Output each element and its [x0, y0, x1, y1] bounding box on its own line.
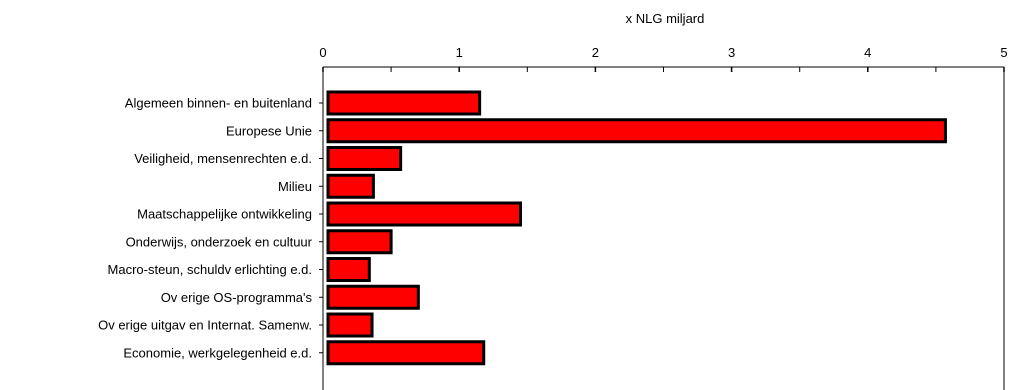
- bar: [326, 90, 482, 116]
- category-label: Algemeen binnen- en buitenland: [125, 96, 312, 111]
- bars-group: [326, 90, 947, 366]
- category-label: Veiligheid, mensenrechten e.d.: [134, 151, 312, 166]
- bar: [326, 173, 375, 199]
- category-label: Onderwijs, onderzoek en cultuur: [126, 234, 313, 249]
- bar: [326, 284, 420, 310]
- x-tick-label: 4: [864, 45, 871, 60]
- bar: [326, 118, 947, 144]
- bar: [326, 146, 403, 171]
- bar: [326, 257, 371, 282]
- bar: [326, 229, 393, 255]
- category-label: Ov erige OS-programma's: [161, 290, 313, 305]
- x-tick-label: 2: [592, 45, 599, 60]
- x-tick-label: 5: [1000, 45, 1007, 60]
- category-label: Ov erige uitgav en Internat. Samenw.: [98, 318, 312, 333]
- category-label: Economie, werkgelegenheid e.d.: [123, 345, 312, 360]
- category-label: Milieu: [278, 179, 312, 194]
- bar: [326, 312, 374, 338]
- category-label: Maatschappelijke ontwikkeling: [137, 207, 312, 222]
- category-label: Macro-steun, schuldv erlichting e.d.: [108, 262, 312, 277]
- x-tick-label: 0: [319, 45, 326, 60]
- x-axis-ticks: 0 1 2 3 4 5: [319, 45, 1008, 72]
- x-tick-label: 1: [456, 45, 463, 60]
- category-label: Europese Unie: [226, 123, 312, 138]
- x-axis-title: x NLG miljard: [626, 11, 705, 26]
- bar: [326, 340, 486, 366]
- bar: [326, 201, 522, 227]
- category-labels: Algemeen binnen- en buitenland Europese U…: [98, 96, 323, 360]
- x-tick-label: 3: [728, 45, 735, 60]
